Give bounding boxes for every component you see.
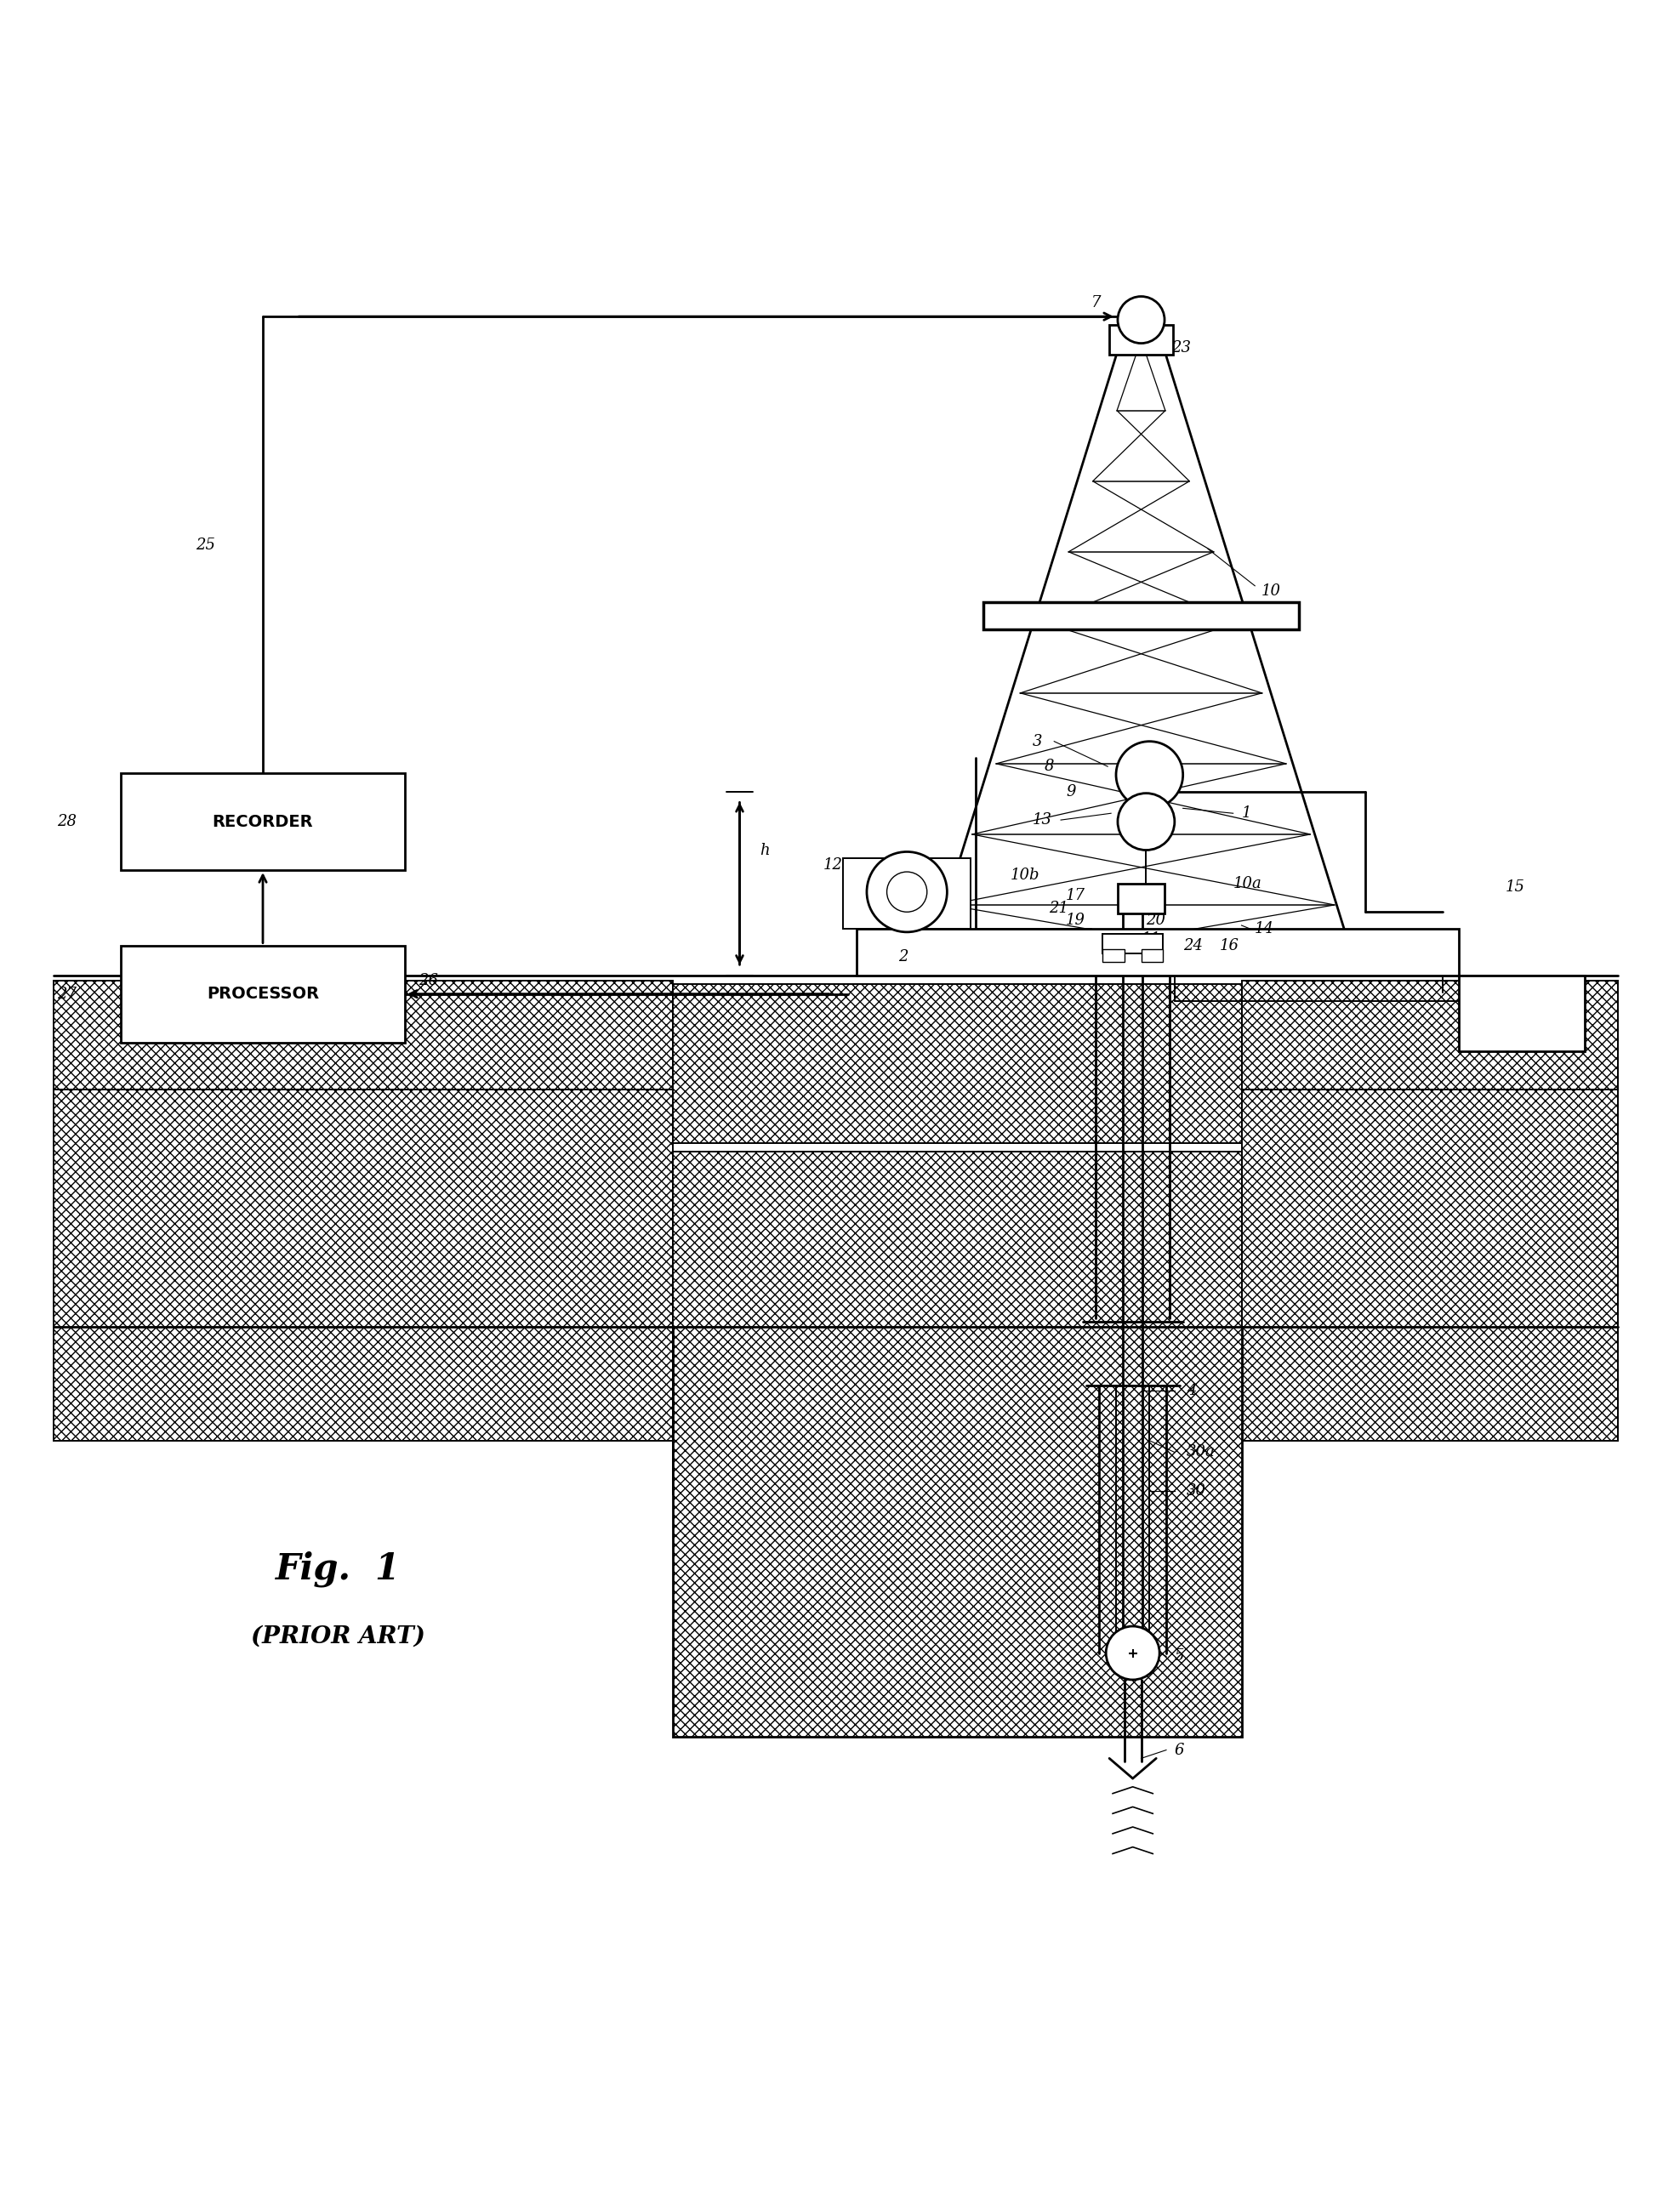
- Bar: [672, 1328, 1242, 1737]
- Text: 13: 13: [1033, 813, 1052, 828]
- Text: 2: 2: [899, 949, 909, 964]
- Text: RECORDER: RECORDER: [212, 813, 312, 830]
- Text: (PRIOR ART): (PRIOR ART): [250, 1625, 425, 1647]
- Bar: [1117, 883, 1164, 914]
- Text: 24: 24: [1183, 938, 1203, 953]
- Bar: [1102, 934, 1163, 953]
- Text: 28: 28: [57, 815, 77, 830]
- Text: 15: 15: [1505, 879, 1525, 894]
- Text: 10: 10: [1262, 584, 1282, 599]
- Text: 26: 26: [418, 973, 438, 989]
- Bar: [1141, 949, 1163, 962]
- Circle shape: [887, 872, 927, 912]
- Text: 30a: 30a: [1186, 1445, 1215, 1460]
- Text: 10a: 10a: [1233, 876, 1262, 892]
- Text: 21: 21: [1048, 901, 1068, 916]
- Circle shape: [1117, 793, 1174, 850]
- Bar: [672, 984, 1242, 1143]
- Bar: [1109, 326, 1173, 355]
- Text: 3: 3: [1033, 733, 1042, 749]
- Bar: [1102, 949, 1124, 962]
- Text: 9: 9: [1065, 784, 1075, 799]
- Circle shape: [1117, 297, 1164, 344]
- Text: 4: 4: [1186, 1383, 1196, 1398]
- Circle shape: [867, 852, 948, 931]
- Text: 20: 20: [1146, 912, 1166, 927]
- Text: 16: 16: [1220, 938, 1240, 953]
- Text: 10b: 10b: [1011, 868, 1040, 883]
- Text: 11: 11: [1141, 931, 1161, 947]
- Bar: [54, 1090, 672, 1440]
- Bar: [857, 929, 1458, 975]
- Text: h: h: [759, 843, 769, 859]
- Bar: [54, 980, 672, 1090]
- Text: 18: 18: [1146, 887, 1166, 903]
- Bar: [121, 773, 405, 870]
- Bar: [672, 1152, 1242, 1495]
- Text: 25: 25: [197, 537, 215, 553]
- Text: PROCESSOR: PROCESSOR: [207, 986, 319, 1002]
- Text: 7: 7: [1090, 295, 1100, 310]
- Text: 5: 5: [1174, 1649, 1184, 1665]
- Text: 17: 17: [1065, 887, 1085, 903]
- Bar: [983, 603, 1299, 630]
- Bar: [1242, 980, 1618, 1090]
- Text: Fig.  1: Fig. 1: [276, 1550, 400, 1588]
- Text: 19: 19: [1065, 912, 1085, 927]
- Text: 6: 6: [1174, 1742, 1184, 1757]
- Bar: [843, 859, 971, 929]
- Text: 30: 30: [1186, 1484, 1206, 1497]
- Text: 23: 23: [1171, 341, 1191, 357]
- Bar: [1242, 1090, 1618, 1440]
- Text: 1: 1: [1242, 806, 1252, 821]
- Bar: [1458, 975, 1584, 1050]
- Text: 27: 27: [57, 986, 77, 1002]
- Circle shape: [1116, 742, 1183, 808]
- Text: 8: 8: [1043, 760, 1053, 775]
- Bar: [121, 945, 405, 1042]
- Circle shape: [1105, 1627, 1159, 1680]
- Text: 12: 12: [823, 857, 843, 872]
- Text: 14: 14: [1255, 920, 1275, 936]
